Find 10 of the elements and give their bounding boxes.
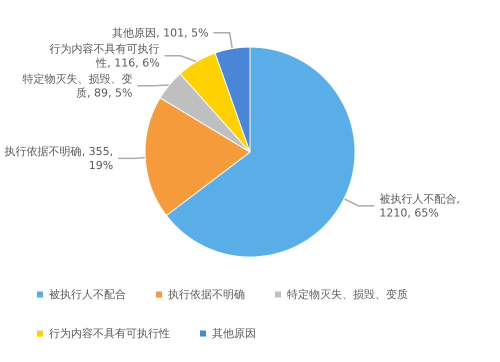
data-label: 被执行人不配合, 1210, 65% bbox=[379, 192, 464, 220]
legend-label: 被执行人不配合 bbox=[49, 288, 126, 301]
legend-label: 行为内容不具有可执行性 bbox=[49, 327, 170, 340]
data-label: 其他原因, 101, 5% bbox=[112, 26, 209, 40]
data-label: 特定物灭失、损毁、变质, 89, 5% bbox=[22, 72, 132, 100]
legend-label: 其他原因 bbox=[212, 327, 256, 340]
data-label: 执行依据不明确, 355, 19% bbox=[4, 144, 114, 172]
data-label: 行为内容不具有可执行性, 116, 6% bbox=[50, 42, 160, 70]
legend-label: 特定物灭失、损毁、变质 bbox=[287, 288, 408, 301]
legend-label: 执行依据不明确 bbox=[168, 288, 245, 301]
